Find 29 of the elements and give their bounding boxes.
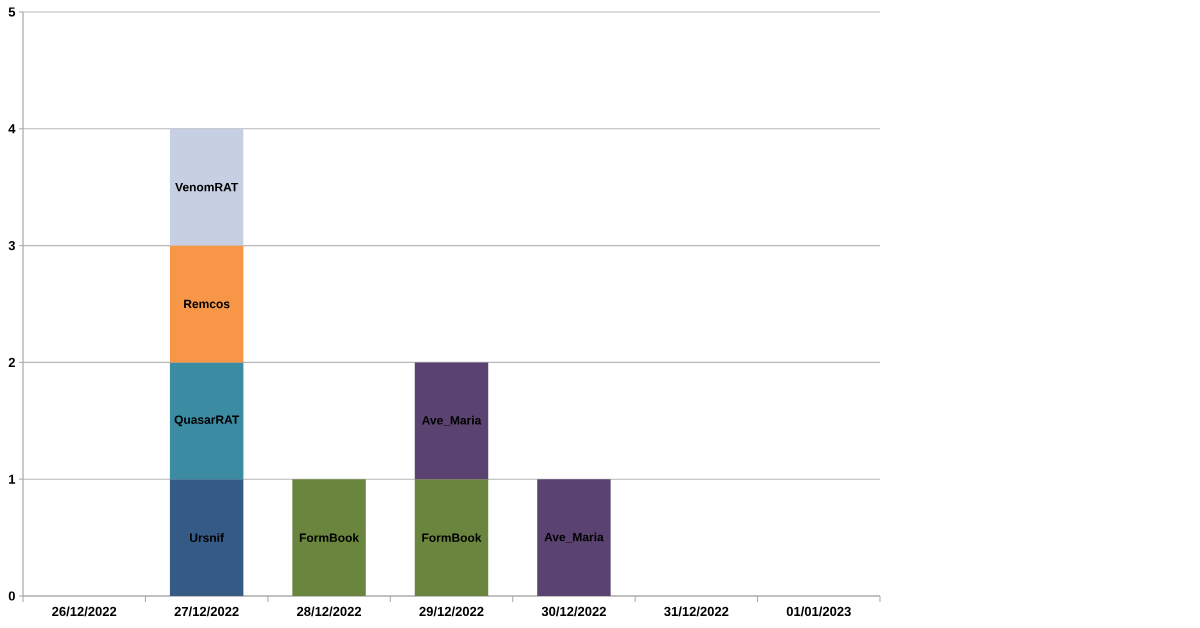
series-label: FormBook: [299, 533, 360, 542]
series-label: Ave_Maria: [422, 415, 482, 426]
bar: [414, 362, 489, 480]
bar: [537, 479, 611, 596]
y-tick-label: 5: [8, 7, 16, 17]
y-tick-label: 0: [8, 591, 15, 601]
text: Ave_Maria: [544, 532, 604, 543]
y-tick-label: 4: [8, 124, 16, 134]
x-tick-label: 27/12/2022: [174, 606, 239, 617]
bar: [414, 479, 489, 596]
x-tick-label: 26/12/2022: [52, 606, 117, 617]
series-label: Ursnif: [190, 533, 224, 542]
x-tick-label: 01/01/2023: [786, 606, 851, 617]
bar: [169, 245, 244, 363]
series-label: Remcos: [184, 299, 230, 309]
series-label: VenomRAT: [175, 183, 239, 192]
bar: [169, 362, 244, 480]
x-tick-label: 31/12/2022: [664, 606, 729, 617]
y-tick-label: 2: [8, 357, 15, 367]
x-tick-label: 29/12/2022: [419, 606, 484, 617]
text: FormBook: [422, 533, 482, 542]
bar: [169, 128, 244, 246]
y-tick-label: 3: [8, 240, 15, 251]
series-label: QuasarRAT: [174, 415, 240, 427]
x-tick-label: 28/12/2022: [297, 606, 362, 617]
y-tick-label: 1: [9, 474, 16, 484]
bar: [292, 479, 366, 596]
bar: [169, 479, 244, 596]
x-tick-label: 30/12/2022: [541, 606, 606, 617]
